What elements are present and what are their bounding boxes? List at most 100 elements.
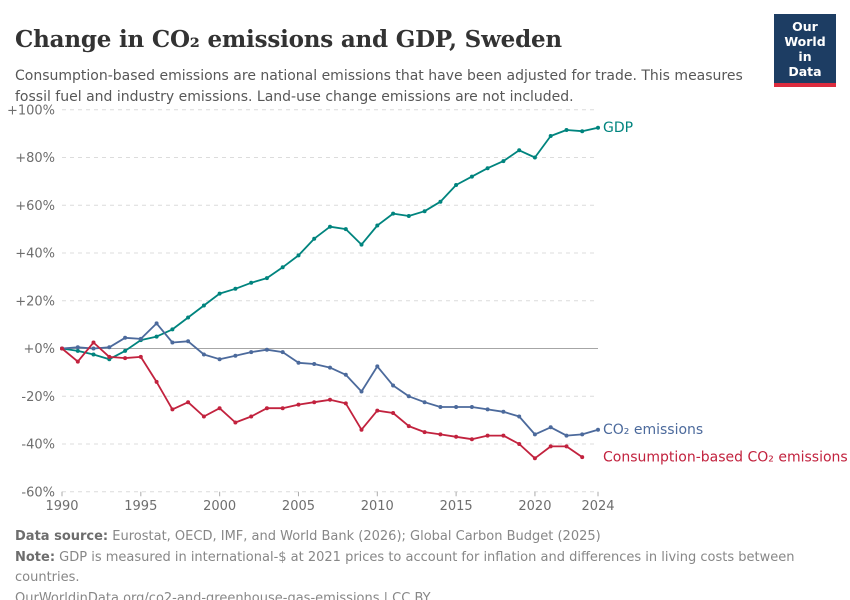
data-point [343, 401, 348, 406]
data-point [170, 407, 175, 412]
data-point [454, 434, 459, 439]
data-point [517, 442, 522, 446]
x-axis-tick-label: 2005 [282, 499, 315, 514]
data-point [312, 236, 317, 241]
data-point [485, 166, 490, 171]
data-point [454, 183, 459, 187]
chart-footer: Data source: Eurostat, OECD, IMF, and Wo… [15, 527, 835, 600]
data-point [233, 353, 238, 358]
data-point [186, 339, 191, 344]
data-point [391, 211, 396, 216]
data-point [438, 199, 443, 204]
data-point [532, 155, 537, 160]
x-axis-tick-label: 2020 [518, 499, 551, 514]
data-point [532, 456, 537, 461]
data-point [201, 303, 206, 308]
y-axis-tick-label: +80% [15, 151, 55, 166]
data-point [406, 214, 411, 218]
data-point [60, 346, 64, 351]
data-point [469, 405, 474, 409]
data-point [596, 125, 600, 130]
data-point [75, 348, 80, 353]
data-point [485, 407, 490, 412]
data-point [469, 437, 474, 442]
data-point [328, 365, 332, 370]
data-point [280, 406, 285, 411]
chart-subtitle: Consumption-based emissions are national… [15, 68, 743, 105]
data-point [548, 425, 553, 430]
data-point [280, 350, 285, 355]
data-point [328, 224, 332, 229]
owid-logo-line1: Our World [784, 19, 826, 49]
x-axis-tick-label: 2024 [581, 499, 614, 514]
data-point [123, 348, 128, 353]
data-point [375, 223, 380, 228]
data-point [75, 359, 80, 364]
data-point [406, 394, 411, 399]
data-point [138, 354, 143, 359]
data-point [296, 253, 301, 258]
data-point [170, 327, 175, 332]
data-point [312, 362, 317, 366]
data-point [280, 265, 285, 270]
data-point [359, 389, 364, 394]
data-point [359, 427, 364, 432]
data-point [548, 134, 553, 138]
data-point [501, 159, 506, 164]
data-point [249, 414, 254, 419]
data-point [328, 397, 332, 402]
y-axis-tick-label: -20% [21, 390, 55, 405]
data-point [107, 354, 112, 359]
y-axis-tick-label: +100% [7, 103, 55, 118]
data-point [186, 400, 191, 405]
license-text: | CC BY [379, 590, 431, 600]
data-point [233, 420, 238, 425]
owid-logo: Our World in Data [774, 14, 836, 87]
y-axis-tick-label: +0% [23, 342, 55, 357]
note-label: Note: [15, 549, 56, 565]
data-point [454, 405, 459, 409]
data-point [564, 444, 569, 449]
data-point [264, 347, 269, 352]
x-axis-tick-label: 2015 [440, 499, 473, 514]
data-point [343, 227, 348, 232]
page-title: Change in CO₂ emissions and GDP, Sweden [15, 26, 562, 54]
y-axis-tick-label: +60% [15, 199, 55, 214]
data-point [312, 400, 317, 405]
data-source-text: Eurostat, OECD, IMF, and World Bank (202… [108, 529, 601, 544]
data-point [91, 352, 96, 357]
data-point [580, 129, 585, 134]
line-chart: +100% +80% +60% +40% +20% +0% -20% -40% -60%1990… [7, 103, 848, 514]
owid-url-link[interactable]: OurWorldinData.org/co2-and-greenhouse-ga… [15, 590, 380, 600]
data-source-label: Data source: [15, 529, 109, 544]
data-point [438, 405, 443, 409]
data-point [580, 432, 585, 437]
footer-url-line: OurWorldinData.org/co2-and-greenhouse-ga… [15, 589, 835, 600]
series-label-consumption-based-co-emissions: Consumption-based CO₂ emissions [603, 450, 848, 466]
x-axis-tick-label: 2000 [203, 499, 236, 514]
series-gdp: GDP [60, 120, 633, 362]
data-point [422, 209, 427, 214]
data-point [375, 364, 380, 369]
data-point [249, 280, 254, 285]
series-label-gdp: GDP [603, 120, 633, 136]
series-label-co-emissions: CO₂ emissions [603, 422, 703, 438]
series-line-gdp [61, 126, 599, 361]
series-line-consumption-based-co-emissions [61, 341, 584, 460]
data-point [217, 406, 222, 411]
data-point [249, 350, 254, 355]
data-point [154, 379, 159, 384]
data-point [123, 356, 128, 361]
series-consumption-based-co-emissions: Consumption-based CO₂ emissions [60, 340, 848, 466]
data-point [422, 430, 427, 435]
data-point [91, 340, 96, 345]
data-point [548, 444, 553, 449]
y-axis-tick-label: -40% [21, 438, 55, 453]
data-point [201, 414, 206, 419]
data-point [217, 357, 222, 362]
data-point [343, 372, 348, 377]
data-point [501, 433, 506, 438]
data-point [154, 321, 159, 326]
series-co-emissions: CO₂ emissions [60, 321, 703, 438]
